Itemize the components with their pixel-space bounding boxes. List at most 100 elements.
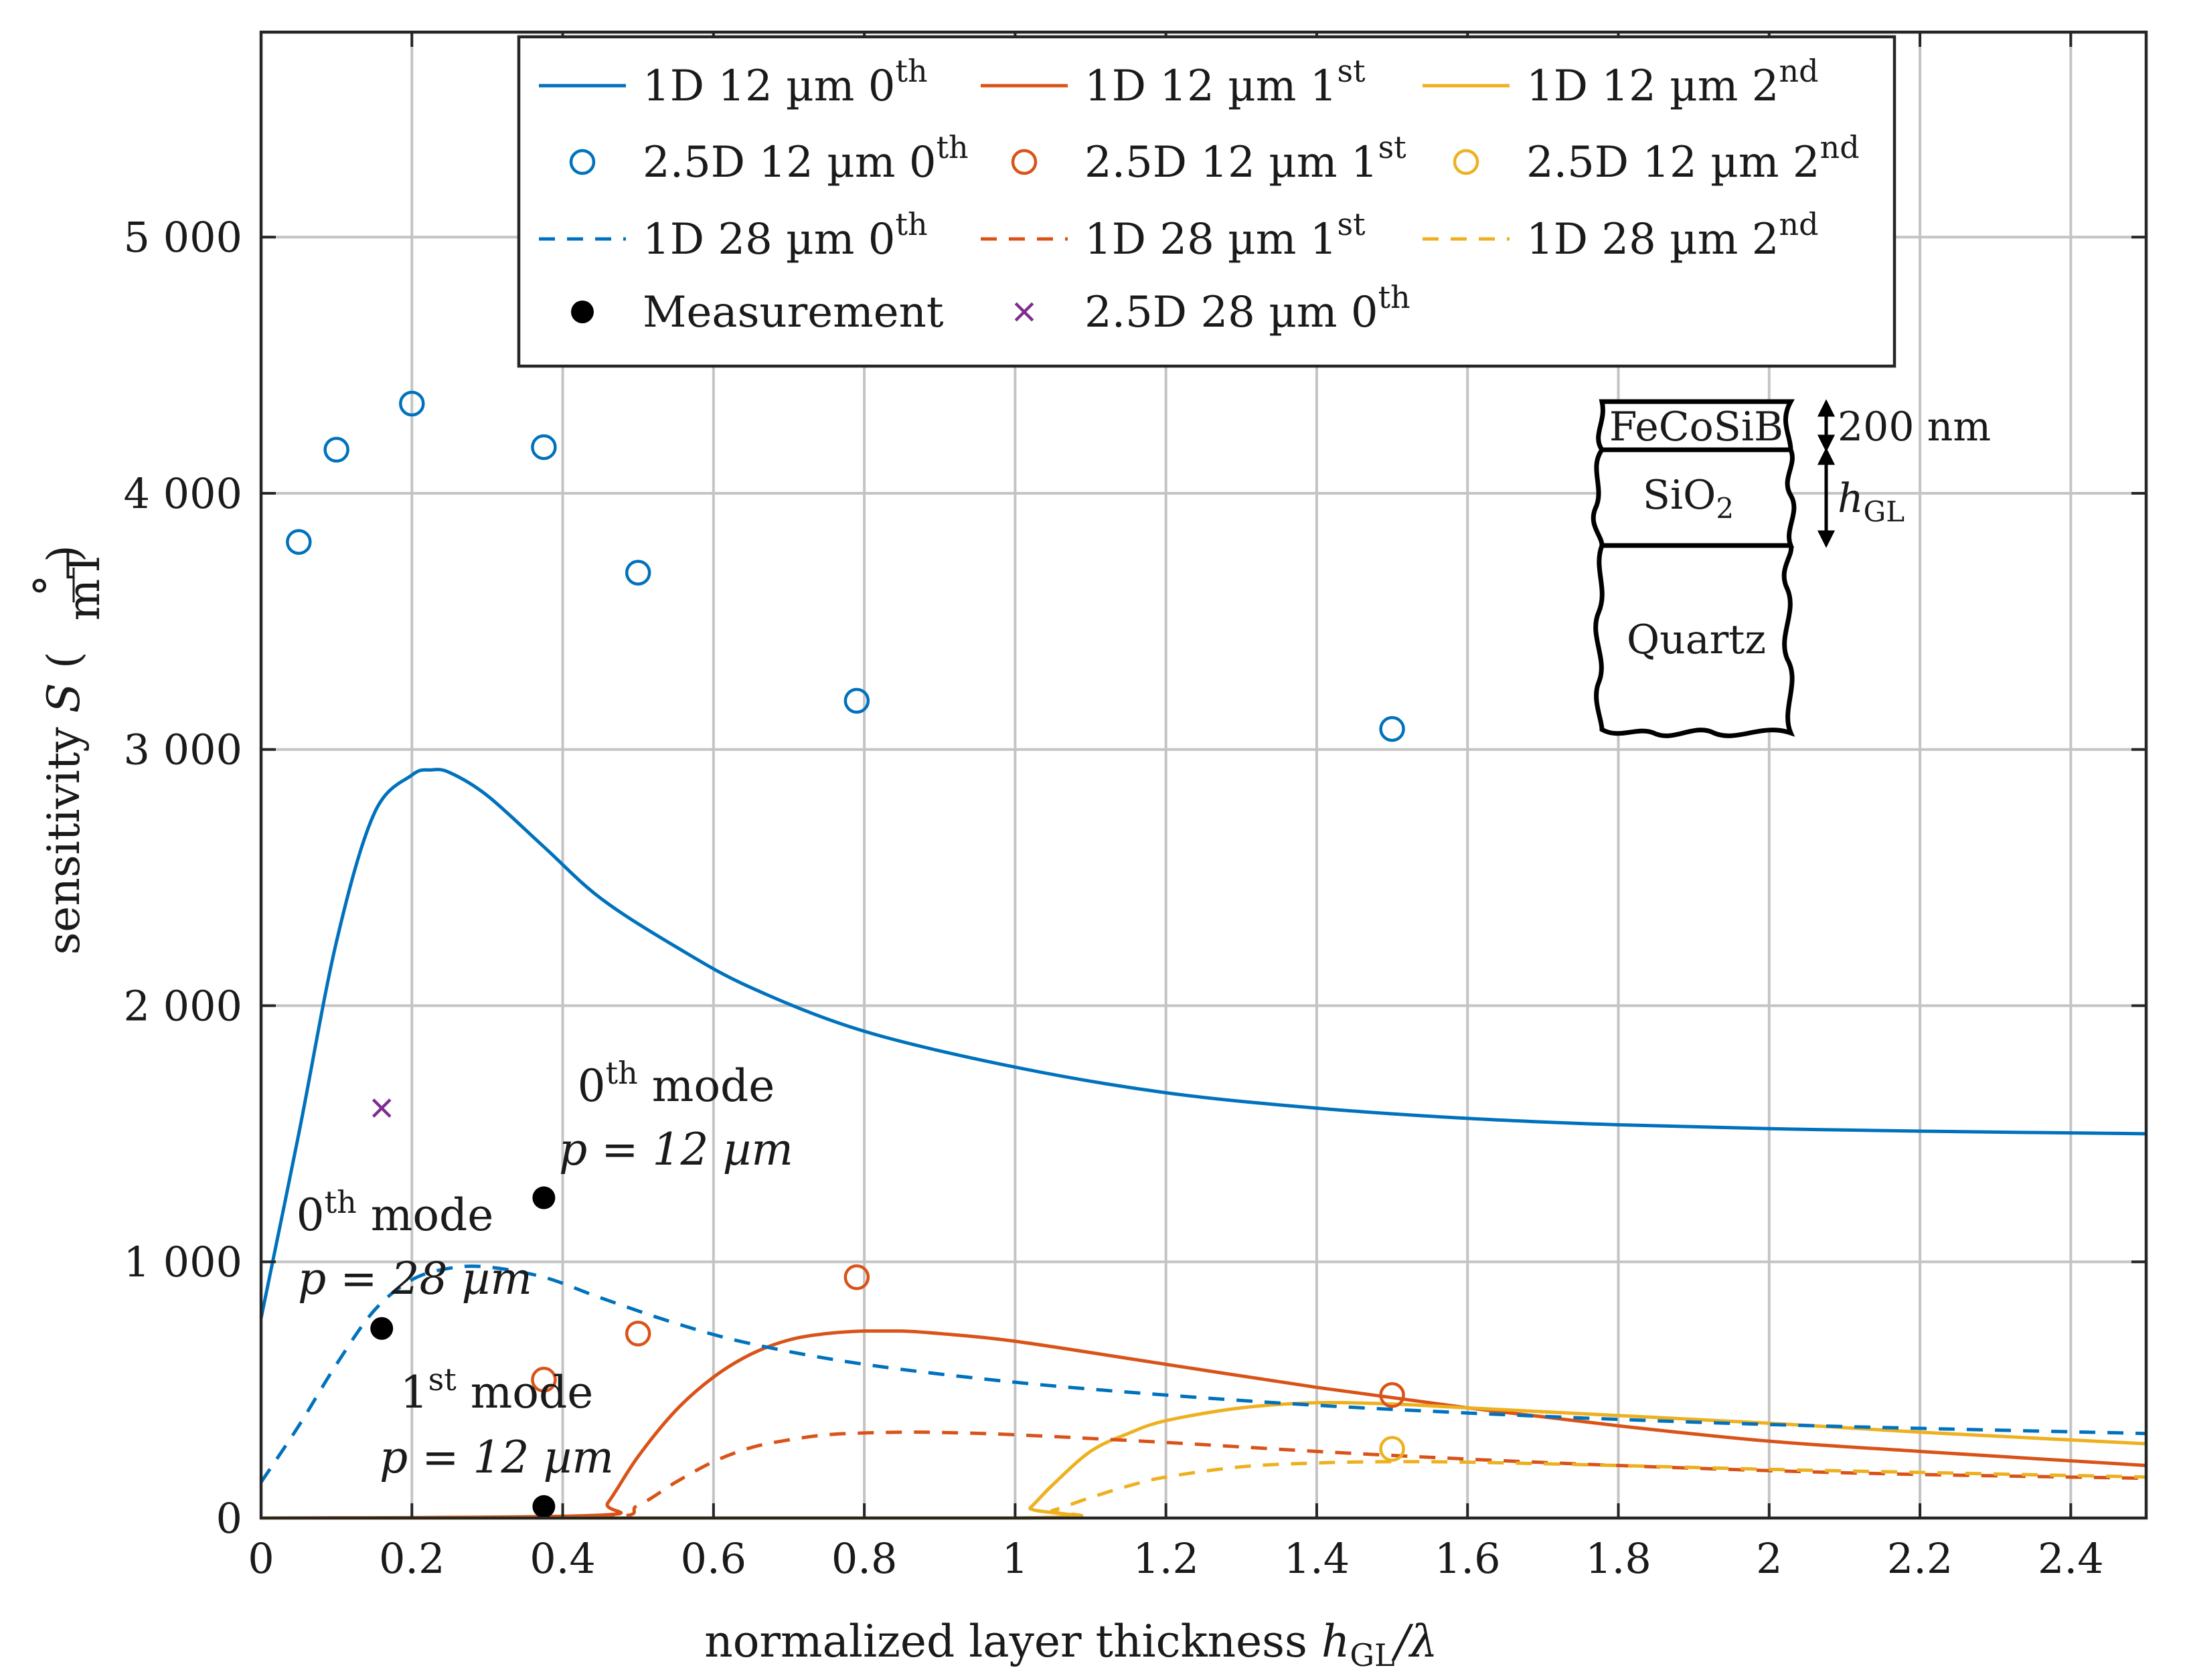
legend-label: 2.5D 12 µm 2nd [1526, 129, 1860, 187]
annotation-1st-mode-12um: 1st mode p = 12 µm [380, 1361, 614, 1483]
legend-entry-2-5d-12-m-2nd: 2.5D 12 µm 2nd [1453, 129, 1860, 187]
thickness-arrow-hgl [1817, 447, 1836, 548]
legend-label: 2.5D 12 µm 0th [643, 129, 969, 187]
data-point [1014, 302, 1034, 322]
layer-stack-inset: FeCoSiB SiO2 Quartz 200 nm hGL [1591, 399, 1991, 738]
data-point [286, 529, 312, 555]
legend-label: 1D 12 µm 0th [643, 53, 928, 111]
legend-entry-1d-12-m-1st: 1D 12 µm 1st [981, 53, 1366, 111]
data-point [532, 1495, 556, 1518]
annotation-line1: 1st mode [400, 1361, 594, 1418]
x-tick-label: 2 [1756, 1534, 1782, 1583]
y-tick-label: 0 [216, 1494, 242, 1543]
y-tick-label: 4 000 [124, 469, 243, 518]
series-2-5d-12-m-1st [531, 1264, 1405, 1408]
legend-entry-1d-28-m-1st: 1D 28 µm 1st [981, 206, 1366, 264]
x-tick-label: 0.4 [530, 1534, 596, 1583]
data-point [372, 1098, 392, 1118]
data-point [625, 1321, 651, 1347]
y-axis-unit-num: ° [25, 575, 76, 597]
data-point [843, 1264, 870, 1290]
data-point [625, 560, 651, 586]
series-2-5d-12-m-0th [286, 390, 1405, 742]
legend-label: 1D 28 µm 0th [643, 206, 928, 264]
data-point [843, 687, 870, 714]
legend-entry-1d-12-m-2nd: 1D 12 µm 2nd [1423, 53, 1819, 111]
legend-entry-2-5d-12-m-1st: 2.5D 12 µm 1st [1011, 129, 1406, 187]
plot-frame [259, 30, 2148, 1520]
x-tick-label: 2.2 [1887, 1534, 1953, 1583]
legend-swatch [571, 301, 594, 323]
annotation-line2: p = 12 µm [380, 1432, 614, 1483]
x-tick-label: 1 [1002, 1534, 1028, 1583]
data-point [531, 434, 557, 460]
data-point [1379, 1436, 1405, 1462]
annotation-line2: p = 28 µm [298, 1253, 532, 1305]
y-tick-label: 1 000 [124, 1238, 243, 1286]
x-tick-label: 0.8 [831, 1534, 898, 1583]
x-tick-label: 1.6 [1435, 1534, 1501, 1583]
series-1d-28-m-1st [261, 1430, 2147, 1520]
y-tick-label: 5 000 [124, 213, 243, 262]
hgl-label: hGL [1838, 475, 1905, 528]
x-tick-label: 1.4 [1284, 1534, 1350, 1583]
legend-swatch [569, 149, 596, 175]
series-2-5d-28-m-0th [372, 1098, 392, 1118]
series-line [259, 1264, 2147, 1483]
series-layer [259, 390, 2147, 1520]
sio2-label: SiO2 [1643, 472, 1734, 525]
annotation-line2: p = 12 µm [559, 1124, 793, 1175]
legend-label: 1D 28 µm 1st [1084, 206, 1366, 264]
series-measurement [370, 1186, 556, 1518]
x-axis-label: normalized layer thickness hGL/λ [704, 1616, 1438, 1673]
x-tick-label: 0.2 [379, 1534, 445, 1583]
legend-label: 1D 28 µm 2nd [1526, 206, 1819, 264]
series-2-5d-12-m-2nd [1379, 1436, 1405, 1462]
annotation-line1: 0th mode [578, 1055, 775, 1112]
thickness-arrow-200nm [1817, 399, 1836, 452]
annotation-line1: 0th mode [297, 1184, 494, 1241]
legend-label: Measurement [643, 288, 944, 337]
data-point [370, 1317, 394, 1340]
data-point [323, 436, 349, 463]
series-1d-12-m-1st [260, 1329, 2147, 1520]
x-tick-label: 1.8 [1585, 1534, 1651, 1583]
legend-label: 1D 12 µm 2nd [1526, 53, 1819, 111]
series-line [259, 768, 2147, 1319]
data-point [1379, 1382, 1405, 1408]
axis-ticks: 0 0.2 0.4 0.6 0.8 1 1.2 1.4 1.6 1.8 2 2.2 2.4 0 1 000 2… [124, 32, 2146, 1583]
series-1d-28-m-0th [259, 1264, 2147, 1483]
data-point [1379, 716, 1405, 742]
data-point [399, 390, 425, 417]
y-axis-label-text: sensitivity S ( [38, 651, 90, 954]
quartz-layer [1593, 543, 1795, 738]
y-axis-close-paren: ) [38, 545, 90, 562]
y-tick-label: 3 000 [124, 726, 243, 774]
series-1d-12-m-0th [259, 768, 2147, 1319]
fecosib-label: FeCoSiB [1609, 404, 1783, 450]
legend-label: 1D 12 µm 1st [1084, 53, 1366, 111]
quartz-label: Quartz [1627, 616, 1766, 663]
legend-label: 2.5D 28 µm 0th [1084, 279, 1410, 337]
legend-label: 2.5D 12 µm 1st [1084, 129, 1406, 187]
x-tick-label: 2.4 [2038, 1534, 2104, 1583]
data-point [1453, 149, 1479, 175]
series-line [260, 1329, 2147, 1520]
legend-entry-2-5d-12-m-0th: 2.5D 12 µm 0th [569, 129, 969, 187]
legend-box [517, 35, 1896, 368]
legend-entry-measurement: Measurement [571, 288, 944, 337]
legend-entry-1d-28-m-2nd: 1D 28 µm 2nd [1423, 206, 1819, 264]
y-axis-unit-den: mT [58, 550, 110, 621]
legend-entry-2-5d-28-m-0th: 2.5D 28 µm 0th [1014, 279, 1410, 337]
annotation-0th-mode-28um: 0th mode p = 28 µm [297, 1184, 532, 1305]
series-line [261, 1430, 2147, 1520]
legend-swatch [1011, 149, 1038, 175]
legend-entry-1d-12-m-0th: 1D 12 µm 0th [539, 53, 928, 111]
thickness-label: 200 nm [1838, 404, 1991, 450]
y-axis-label: sensitivity S ( ° mT ) [25, 545, 110, 954]
legend: 1D 12 µm 0th 1D 12 µm 1st 1D 12 µm 2nd 2.5D… [517, 35, 1896, 368]
legend-swatch [1453, 149, 1479, 175]
data-point [569, 149, 596, 175]
data-point [532, 1186, 556, 1209]
